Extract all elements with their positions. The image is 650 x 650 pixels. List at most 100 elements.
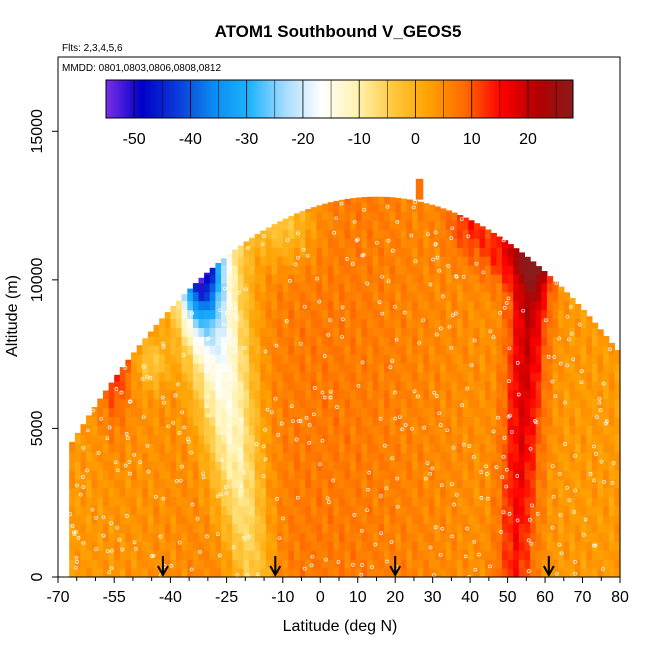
heatmap-cell (294, 452, 301, 462)
heatmap-cell (249, 380, 256, 391)
heatmap-cell (434, 363, 441, 373)
heatmap-cell (389, 273, 396, 284)
heatmap-cell (524, 256, 531, 266)
heatmap-cell (468, 273, 475, 284)
heatmap-cell (254, 327, 261, 337)
heatmap-cell (412, 452, 419, 462)
heatmap-cell (294, 238, 301, 248)
heatmap-cell (502, 550, 509, 560)
heatmap-cell (473, 380, 481, 391)
heatmap-cell (367, 550, 374, 560)
heatmap-cell (558, 389, 565, 400)
heatmap-cell (367, 416, 374, 426)
heatmap-cell (209, 505, 216, 516)
observation-marker (298, 419, 303, 423)
heatmap-cell (355, 425, 363, 435)
heatmap-cell (372, 514, 379, 525)
observation-marker (394, 337, 399, 342)
heatmap-cell (119, 443, 126, 453)
heatmap-cell (496, 318, 503, 328)
heatmap-cell (159, 318, 166, 320)
heatmap-cell (384, 327, 391, 337)
heatmap-cell (136, 505, 143, 516)
heatmap-cell (569, 452, 576, 462)
observation-marker (355, 237, 360, 242)
heatmap-cell (260, 478, 267, 489)
heatmap-cell (530, 487, 537, 498)
heatmap-cell (355, 363, 363, 373)
heatmap-cell (603, 434, 610, 444)
heatmap-cell (221, 363, 228, 373)
heatmap-cell (271, 478, 278, 489)
heatmap-cell (479, 372, 486, 382)
heatmap-cell (412, 211, 419, 221)
heatmap-cell (215, 496, 222, 507)
heatmap-cell (546, 282, 554, 293)
heatmap-cell (181, 505, 188, 516)
heatmap-cell (440, 514, 447, 525)
heatmap-cell (327, 265, 334, 275)
heatmap-cell (215, 273, 222, 284)
heatmap-cell (400, 211, 407, 221)
heatmap-cell (614, 550, 621, 560)
heatmap-cell (86, 505, 93, 516)
heatmap-cell (316, 398, 323, 409)
heatmap-cell (249, 541, 256, 551)
heatmap-cell (412, 380, 419, 391)
heatmap-cell (299, 550, 306, 560)
heatmap-cell (164, 380, 171, 391)
heatmap-cell (181, 354, 188, 364)
heatmap-cell (333, 291, 340, 302)
heatmap-cell (176, 514, 183, 525)
heatmap-cell (462, 309, 469, 320)
heatmap-cell (428, 327, 436, 337)
observation-marker (397, 415, 402, 420)
heatmap-cell (265, 398, 273, 409)
heatmap-cell (451, 380, 458, 391)
heatmap-cell (131, 478, 138, 489)
heatmap-cell (507, 452, 514, 462)
heatmap-cell (412, 336, 419, 346)
heatmap-cell (361, 550, 368, 560)
heatmap-cell (378, 559, 385, 569)
heatmap-cell (192, 559, 200, 569)
heatmap-cell (524, 265, 531, 275)
heatmap-cell (479, 309, 486, 320)
heatmap-cell (580, 380, 587, 391)
heatmap-cell (91, 478, 98, 489)
heatmap-cell (153, 372, 160, 382)
heatmap-cell (389, 505, 396, 516)
heatmap-cell (209, 470, 216, 480)
heatmap-cell (575, 372, 582, 382)
heatmap-cell (271, 434, 278, 444)
heatmap-cell (187, 568, 194, 578)
observation-marker (461, 442, 466, 447)
heatmap-cell (479, 398, 486, 409)
heatmap-cell (457, 363, 464, 373)
heatmap-cell (507, 461, 514, 471)
heatmap-cell (232, 256, 239, 266)
heatmap-cell (541, 452, 548, 462)
heatmap-cell (530, 336, 537, 346)
observation-marker (254, 442, 259, 446)
heatmap-cell (502, 389, 509, 400)
heatmap-cell (114, 505, 121, 516)
heatmap-cell (288, 452, 295, 462)
heatmap-cell (546, 389, 554, 400)
heatmap-cell (563, 568, 570, 578)
observation-marker (153, 495, 158, 499)
heatmap-cell (153, 336, 160, 346)
heatmap-cell (97, 532, 104, 542)
heatmap-cell (546, 425, 554, 435)
heatmap-cell (445, 309, 452, 320)
heatmap-cell (170, 318, 177, 328)
heatmap-cell (400, 220, 407, 230)
heatmap-cell (485, 327, 492, 337)
heatmap-cell (237, 478, 244, 489)
heatmap-cell (198, 363, 205, 373)
heatmap-cell (563, 300, 570, 311)
heatmap-cell (108, 541, 115, 551)
heatmap-cell (299, 461, 306, 471)
heatmap-cell (277, 478, 284, 489)
heatmap-cell (440, 568, 447, 578)
